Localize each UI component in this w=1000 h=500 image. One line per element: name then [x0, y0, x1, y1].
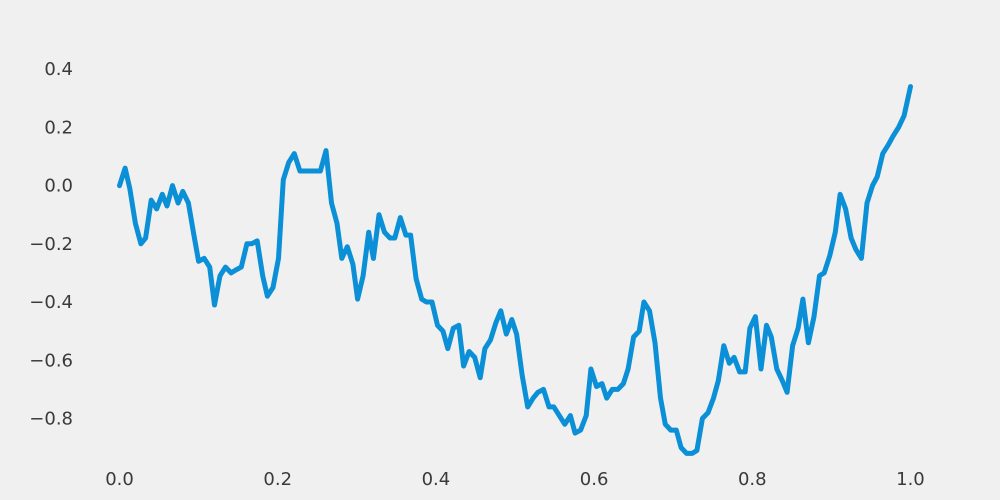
x-tick-label: 1.0: [896, 469, 925, 490]
y-tick-label: −0.4: [29, 292, 73, 313]
series-layer: [117, 84, 913, 456]
y-tick-label: −0.6: [29, 350, 73, 371]
y-axis-tick-labels: 0.4 0.2 0.0 −0.2 −0.4 −0.6 −0.8: [29, 59, 73, 429]
y-tick-label: 0.2: [44, 117, 73, 138]
y-tick-label: −0.2: [29, 234, 73, 255]
x-tick-label: 0.6: [580, 469, 609, 490]
y-tick-label: −0.8: [29, 409, 73, 430]
y-tick-label: 0.4: [44, 59, 73, 80]
y-tick-label: 0.0: [44, 176, 73, 197]
series-line-0: [117, 84, 913, 456]
x-tick-label: 0.8: [738, 469, 767, 490]
x-tick-label: 0.2: [263, 469, 292, 490]
x-axis-tick-labels: 0.0 0.2 0.4 0.6 0.8 1.0: [105, 469, 925, 490]
x-tick-label: 0.0: [105, 469, 134, 490]
x-tick-label: 0.4: [422, 469, 451, 490]
